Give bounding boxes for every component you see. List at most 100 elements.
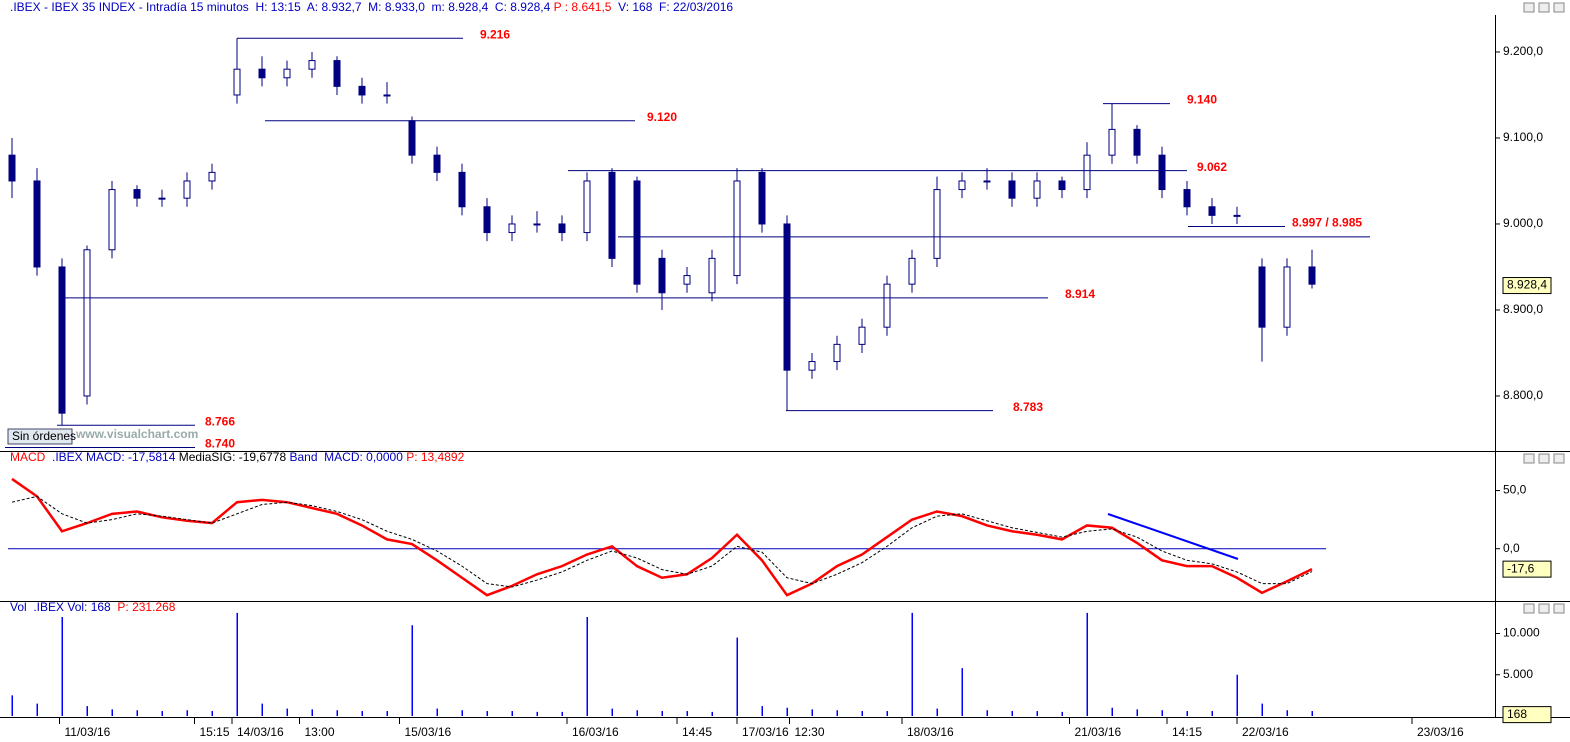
volume-bar [611,708,613,716]
button[interactable] [1553,603,1565,614]
button[interactable] [1523,603,1535,614]
y-tick-label: 8.800,0 [1503,388,1543,402]
y-tick-label: 9.000,0 [1503,216,1543,230]
candle-body [283,68,291,79]
volume-bar [761,706,763,716]
last-value-box [1502,706,1552,724]
candle-body [1283,266,1291,328]
candle-body [1233,214,1241,217]
candle-body [383,94,391,97]
x-tick-label: 18/03/16 [907,725,954,739]
x-tick-label: 23/03/16 [1417,725,1464,739]
volume-bar [986,710,988,716]
volume-bar [861,711,863,716]
last-value-label: -17,6 [1507,561,1535,575]
button[interactable] [1538,603,1550,614]
volume-bar [311,709,313,716]
volume-bar [336,710,338,716]
volume-bar [161,711,163,716]
x-tick-label: 17/03/16 [742,725,789,739]
last-value-box [1502,560,1552,578]
volume-bar [561,711,563,716]
last-value-label: 8.928,4 [1507,278,1547,292]
volume-bar [1236,674,1238,716]
volume-bar [461,710,463,716]
button[interactable] [1523,2,1535,13]
y-tick-label: 9.100,0 [1503,130,1543,144]
candle-body [1108,128,1116,156]
candle-body [758,171,766,225]
candle-body [808,361,816,371]
candle-body [358,85,366,96]
orders-button-label: Sin órdenes [12,429,76,443]
candle-body [1133,128,1141,156]
level-label: 8.997 / 8.985 [1292,216,1362,230]
x-tick-label: 11/03/16 [65,725,111,739]
header-part: .IBEX - IBEX 35 INDEX - Intradía 15 minu… [10,0,554,14]
volume-bar [1261,703,1263,716]
x-tick-label: 13:00 [305,725,335,739]
candle-body [208,171,216,182]
volume-bar [286,708,288,716]
volume-bar [686,711,688,716]
pane-header: .IBEX - IBEX 35 INDEX - Intradía 15 minu… [10,0,733,14]
candle-body [108,189,116,251]
volume-bar [961,668,963,716]
candle-body [983,180,991,183]
button[interactable] [1538,2,1550,13]
level-label: 9.062 [1197,160,1227,174]
volume-bar [661,711,663,716]
candle-body [533,223,541,226]
volume-bar [586,617,588,716]
candle-body [883,283,891,328]
orders-button[interactable] [7,428,73,445]
button[interactable] [1553,2,1565,13]
volume-bar [1061,711,1063,716]
x-tick-label: 21/03/16 [1075,725,1122,739]
volume-bar [736,637,738,716]
candle-body [608,171,616,259]
candle-body [458,171,466,208]
button[interactable] [1553,453,1565,464]
candle-body [833,343,841,363]
candle-body [83,249,91,397]
candle-body [1158,154,1166,191]
header-part: MACD [10,450,52,464]
x-tick-label: 15/03/16 [405,725,452,739]
level-label: 8.914 [1065,287,1095,301]
volume-bar [911,612,913,716]
header-part: MediaSIG: -19,6778 [179,450,290,464]
volume-bar [836,710,838,716]
candle-body [1033,180,1041,199]
last-value-box [1502,277,1552,295]
candle-body [558,223,566,234]
candle-body [958,180,966,191]
last-value-label: 168 [1507,707,1527,721]
volume-bar [486,711,488,716]
candle-body [483,206,491,234]
button[interactable] [1523,453,1535,464]
volume-bar [436,708,438,716]
candle-body [258,68,266,79]
header-part: .IBEX MACD: -17,5814 [52,450,179,464]
candle-body [933,189,941,259]
header-part: Vol .IBEX Vol: 168 [10,600,117,614]
window-buttons [1523,2,1565,614]
volume-bar [1111,707,1113,716]
candle-body [408,120,416,156]
header-part: P : 8.641,5 [554,0,612,14]
level-label: 9.140 [1187,93,1217,107]
candle-body [1308,266,1316,285]
level-label: 9.120 [647,110,677,124]
volume-bar [111,709,113,716]
volume-bar [1311,711,1313,716]
button[interactable] [1538,453,1550,464]
level-label: 8.740 [205,437,235,451]
x-tick-label: 12:30 [795,725,825,739]
candle-body [583,180,591,234]
level-label: 8.783 [1013,400,1043,414]
volume-bar [1211,711,1213,716]
candle-body [1008,180,1016,199]
candle-body [1258,266,1266,328]
volume-bar [61,617,63,716]
